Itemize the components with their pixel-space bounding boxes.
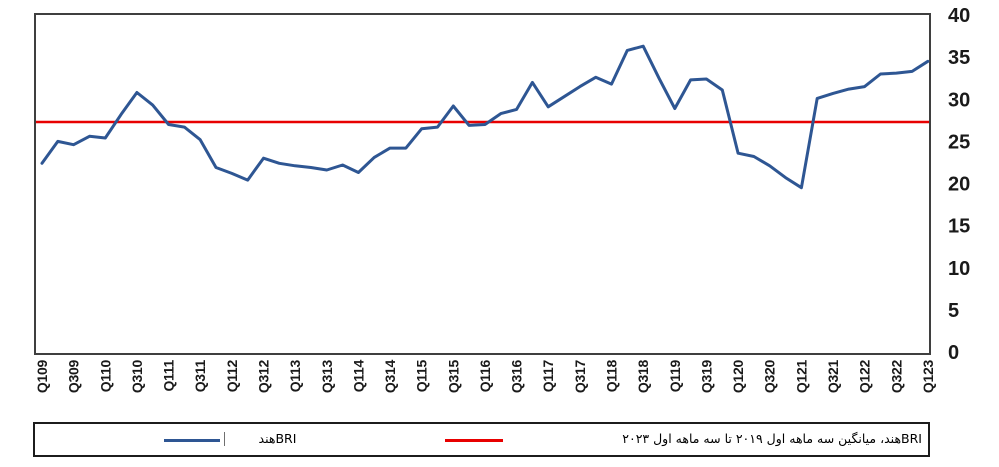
y-axis-tick-label: 10: [948, 258, 970, 280]
x-axis-tick-label: Q310: [129, 360, 145, 394]
legend-line-sample-average: [445, 439, 503, 442]
x-axis-tick-label: Q120: [730, 360, 746, 394]
x-axis-tick-label: Q322: [888, 360, 904, 394]
x-axis-tick-label: Q119: [667, 359, 683, 392]
legend-label-average: BRIهند، میانگین سه ماهه اول ۲۰۱۹ تا سه م…: [622, 431, 922, 446]
x-axis-tick-label: Q118: [604, 359, 620, 392]
x-axis-tick-label: Q317: [572, 360, 588, 394]
x-axis-tick-label: Q316: [509, 360, 525, 394]
x-axis-tick-label: Q319: [698, 360, 714, 394]
legend-label-bri: BRIهند: [258, 431, 297, 446]
x-axis-tick-label: Q117: [540, 359, 556, 392]
x-axis-tick-label: Q321: [825, 360, 841, 394]
x-axis-tick-label: Q318: [635, 360, 651, 394]
x-axis-tick-label: Q309: [66, 360, 82, 394]
x-axis-tick-label: Q109: [34, 360, 50, 394]
x-axis-tick-label: Q123: [920, 360, 936, 394]
line-chart: 0 5 10 15 20 25 30 35 40 Q109 Q309 Q110 Q310 Q111 Q311…: [34, 5, 970, 394]
x-axis-tick-label: Q313: [319, 360, 335, 394]
x-axis-tick-label: Q116: [477, 359, 493, 392]
x-axis-tick-label: Q110: [97, 359, 113, 392]
x-axis-tick-label: Q112: [224, 359, 240, 392]
y-axis-tick-label: 25: [948, 131, 970, 153]
y-axis-tick-label: 30: [948, 89, 970, 111]
x-axis-tick-label: Q315: [445, 360, 461, 394]
x-axis-tick-label: Q314: [382, 360, 398, 394]
x-axis-tick-label: Q121: [793, 360, 809, 394]
x-axis-tick-label: Q111: [161, 359, 177, 391]
x-axis-tick-label: Q114: [350, 359, 366, 392]
bri-series-line: [40, 44, 930, 190]
y-axis-tick-label: 5: [948, 300, 959, 322]
x-axis-tick-label: Q312: [255, 360, 271, 394]
x-axis-tick-label: Q115: [414, 359, 430, 392]
x-axis-tick-label: Q320: [762, 360, 778, 394]
plot-frame: [34, 13, 931, 355]
legend-line-sample-bri: [164, 439, 220, 442]
x-axis-tick-label: Q122: [857, 360, 873, 394]
y-axis-tick-label: 35: [948, 47, 970, 69]
y-axis-tick-label: 15: [948, 216, 970, 238]
x-axis-tick-label: Q311: [192, 359, 208, 392]
legend-divider: [224, 432, 225, 446]
y-axis-tick-label: 20: [948, 174, 970, 196]
y-axis-tick-label: 40: [948, 5, 970, 27]
x-axis-tick-label: Q113: [287, 359, 303, 392]
y-axis-tick-label: 0: [948, 342, 959, 364]
chart-legend: BRIهند BRIهند، میانگین سه ماهه اول ۲۰۱۹ …: [33, 422, 930, 457]
